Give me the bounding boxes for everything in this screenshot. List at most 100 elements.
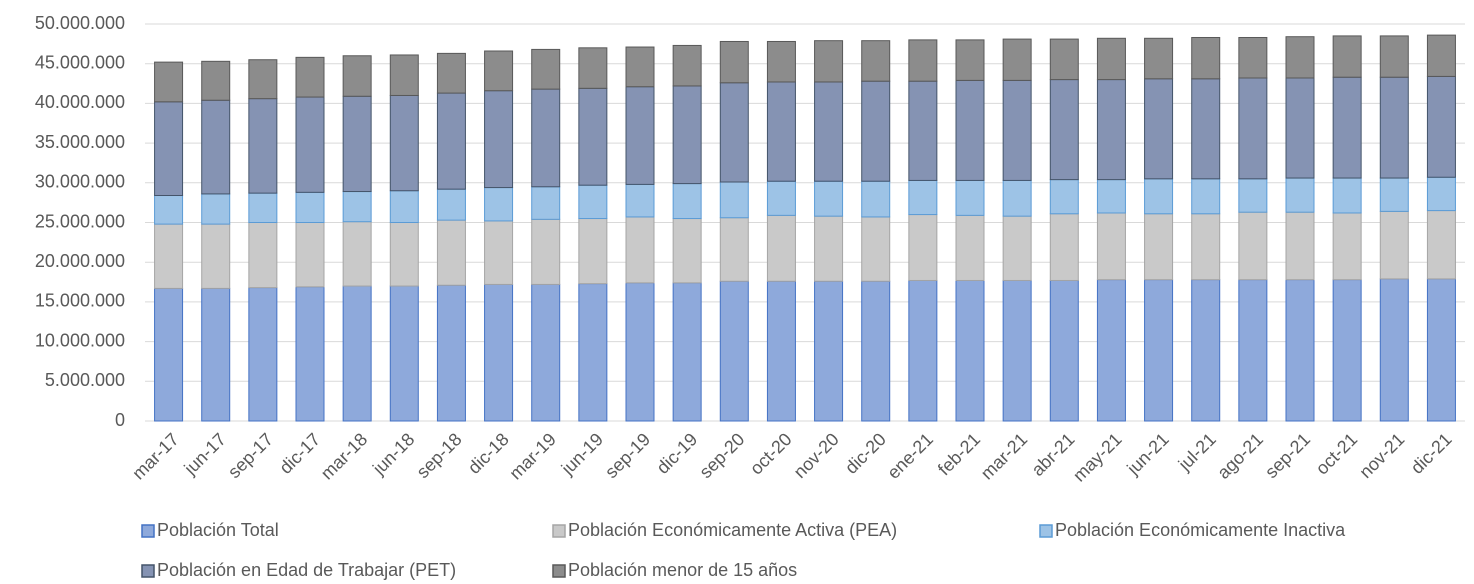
x-tick-label: jun-17: [180, 429, 230, 479]
bar-segment: [1002, 79, 1032, 181]
bar-segment: [861, 280, 891, 422]
bar-segment: [625, 86, 655, 185]
bar-segment: [1426, 176, 1456, 212]
bar-segment: [814, 280, 844, 422]
bar-segment: [342, 285, 372, 422]
bar-segment: [955, 79, 985, 181]
bar-segment: [1379, 177, 1409, 212]
bar-segment: [1002, 279, 1032, 422]
bar-segment: [1332, 35, 1362, 78]
x-tick-label: may-21: [1069, 429, 1126, 486]
x-tick-label: mar-17: [128, 429, 182, 483]
bar-segment: [908, 39, 938, 82]
bar-segment: [201, 287, 231, 422]
bar-segment: [908, 279, 938, 422]
bar-segment: [672, 44, 702, 87]
x-tick-label: mar-21: [977, 429, 1031, 483]
bar-segment: [719, 217, 749, 282]
x-tick-label: jun-18: [368, 429, 418, 479]
bar-segment: [1049, 79, 1079, 181]
bar-segment: [578, 218, 608, 285]
bar-segment: [719, 40, 749, 84]
y-tick-label: 15.000.000: [35, 291, 125, 311]
bar-segment: [201, 99, 231, 195]
x-tick-label: dic-20: [841, 429, 890, 478]
bar-segment: [436, 219, 466, 286]
bar-segment: [908, 80, 938, 181]
y-tick-label: 45.000.000: [35, 52, 125, 72]
bar-segment: [672, 282, 702, 422]
bar-segment: [1144, 213, 1174, 281]
legend-swatch: [1039, 524, 1053, 538]
y-tick-label: 25.000.000: [35, 211, 125, 231]
y-tick-label: 40.000.000: [35, 92, 125, 112]
bar-segment: [1238, 178, 1268, 213]
bar-segment: [908, 214, 938, 281]
bar-segment: [1426, 75, 1456, 178]
bar-segment: [1238, 279, 1268, 422]
y-tick-label: 50.000.000: [35, 13, 125, 33]
bar-segment: [484, 50, 514, 92]
legend-swatch: [552, 564, 566, 578]
bar-segment: [1379, 35, 1409, 78]
bar-segment: [484, 187, 514, 222]
bar-segment: [861, 80, 891, 182]
legend-swatch: [141, 564, 155, 578]
bar-segment: [1096, 179, 1126, 214]
bar-segment: [1238, 36, 1268, 79]
bar-segment: [578, 47, 608, 89]
bar-segment: [955, 179, 985, 216]
legend-swatch: [141, 524, 155, 538]
bar-segment: [578, 283, 608, 422]
x-tick-label: sep-18: [413, 429, 466, 482]
bar-segment: [1238, 211, 1268, 281]
x-tick-label: oct-20: [746, 429, 796, 479]
bar-segment: [389, 54, 419, 96]
bar-segment: [719, 82, 749, 183]
y-tick-label: 5.000.000: [45, 370, 125, 390]
bar-segment: [1285, 279, 1315, 422]
bar-segment: [1049, 179, 1079, 215]
bar-segment: [719, 280, 749, 422]
bar-segment: [625, 282, 655, 422]
bar-segment: [1144, 37, 1174, 80]
bar-segment: [1332, 76, 1362, 179]
legend-swatch: [552, 524, 566, 538]
bar-segment: [719, 181, 749, 219]
x-tick-label: sep-17: [224, 429, 277, 482]
bar-segment: [389, 190, 419, 224]
bar-segment: [625, 46, 655, 88]
bar-segment: [154, 61, 184, 103]
bar-segment: [1426, 34, 1456, 77]
bar-segment: [531, 88, 561, 188]
bar-segment: [766, 214, 796, 282]
bar-segment: [1191, 78, 1221, 180]
bar-segment: [1002, 179, 1032, 217]
bar-segment: [436, 284, 466, 422]
bar-segment: [436, 92, 466, 190]
bar-segment: [1049, 38, 1079, 81]
bar-segment: [861, 216, 891, 282]
bar-segment: [955, 279, 985, 422]
bar-segment: [248, 59, 278, 100]
bar-segment: [154, 101, 184, 197]
x-tick-label: ene-21: [883, 429, 937, 483]
bar-segment: [1096, 212, 1126, 281]
x-tick-label: mar-19: [505, 429, 559, 483]
y-tick-label: 0: [115, 410, 125, 430]
bar-segment: [1191, 213, 1221, 281]
x-tick-label: feb-21: [934, 429, 984, 479]
bar-segment: [578, 87, 608, 186]
bar-segment: [1049, 213, 1079, 281]
bar-segment: [389, 222, 419, 287]
bar-segment: [201, 223, 231, 289]
bar-segment: [625, 183, 655, 218]
bar-segment: [484, 220, 514, 285]
x-tick-label: sep-20: [695, 429, 748, 482]
bar-segment: [1144, 178, 1174, 215]
bar-segment: [342, 55, 372, 97]
bar-segment: [1285, 177, 1315, 213]
bar-segment: [1332, 279, 1362, 422]
legend-label: Población Económicamente Inactiva: [1055, 520, 1346, 540]
